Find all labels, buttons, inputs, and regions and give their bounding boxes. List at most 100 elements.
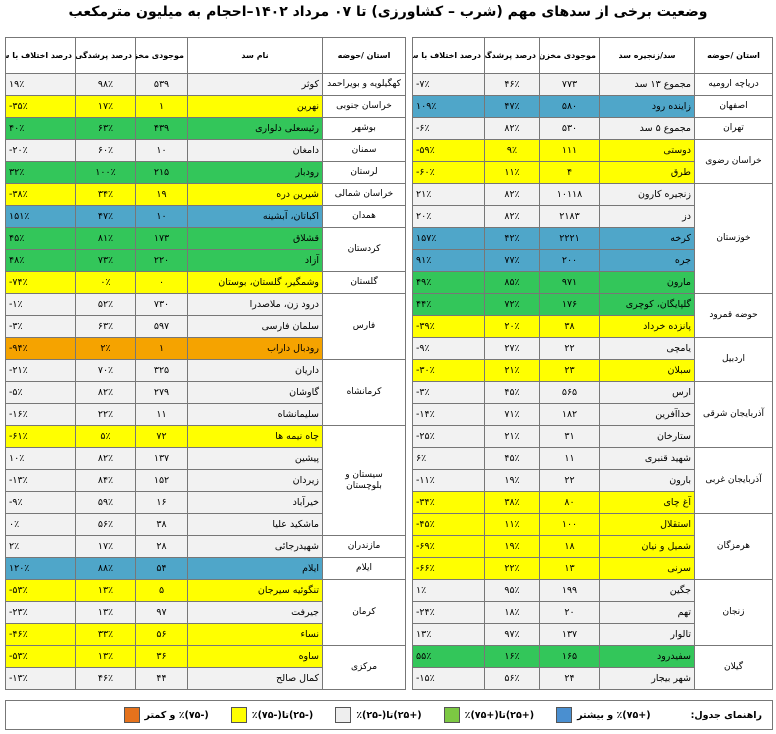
fill-percent: ۵۶٪ [75,513,136,536]
dam-name: تنگوئیه سیرجان [187,579,323,602]
dam-name: ارس [599,381,695,404]
province-cell: هرمزگان [694,513,773,580]
province-cell: ایلام [322,557,406,580]
province-cell: سمنان [322,139,406,162]
fill-percent: ۷۳٪ [75,249,136,272]
province-cell: کهگیلویه و بویراحمد [322,73,406,96]
dam-name: سلیمانشاه [187,403,323,426]
row: مارون ۹۷۱ ۸۵٪ ۴۹٪ [412,271,773,294]
storage: ۱۱ [135,403,188,426]
row: خوزستان زنجیره کارون ۱۰۱۱۸ ۸۲٪ ۲۱٪ [412,183,773,294]
province-cell: اصفهان [694,95,773,118]
row: دز ۲۱۸۳ ۸۲٪ ۲۰٪ [412,205,773,228]
row: اصفهان زاینده رود ۵۸۰ ۴۷٪ ۱۰۹٪ [412,95,773,118]
legend-swatch [443,707,460,723]
storage: ۳۸ [135,513,188,536]
diff-percent: -۶۰٪ [412,161,485,184]
diff-percent: ۲۱٪ [412,183,485,206]
storage: ۱۳۷ [539,623,600,646]
row: خراسان رضوی دوستی ۱۱۱ ۹٪ -۵۹٪ [412,139,773,184]
dam-name: ایلام [187,557,323,580]
fill-percent: ۷۱٪ [484,403,540,426]
dam-name: سبلان [599,359,695,382]
fill-percent: ۵۹٪ [75,491,136,514]
title: وضعیت برخی از سدهای مهم (شرب – کشاورزی) … [68,4,708,20]
row: پانزده خرداد ۳۸ ۲۰٪ -۳۹٪ [412,315,773,338]
storage: ۲۲۰ [135,249,188,272]
diff-percent: ۰٪ [5,513,76,536]
dam-name: پانزده خرداد [599,315,695,338]
diff-percent: ۲۰٪ [412,205,485,228]
fill-percent: ۱۹٪ [484,535,540,558]
row: گاوشان ۲۷۹ ۸۲٪ -۵٪ [5,381,406,404]
fill-percent: ۱۳٪ [75,601,136,624]
storage: ۱۶۵ [539,645,600,668]
fill-percent: ۱۳٪ [75,579,136,602]
row: کرمانشاه داریان ۳۲۵ ۷۰٪ -۲۱٪ [5,359,406,426]
fill-percent: ۴۲٪ [484,227,540,250]
dam-name: گلپایگان، کوچری [599,293,695,316]
row: کمال صالح ۴۴ ۴۶٪ -۱۳٪ [5,667,406,690]
row: تهران مجموع ۵ سد ۵۳۰ ۸۲٪ -۶٪ [412,117,773,140]
fill-percent: ۹٪ [484,139,540,162]
fill-percent: ۱۱٪ [484,161,540,184]
province-cell: تهران [694,117,773,140]
legend-item: (+۷۵)٪ و بیشتر [556,707,651,723]
storage: ۸۰ [539,491,600,514]
legend-swatch [335,707,352,723]
dam-name: تهم [599,601,695,624]
row: بوشهر رئیسعلی دلواری ۴۳۹ ۶۳٪ ۴۰٪ [5,117,406,140]
diff-percent: -۲۵٪ [412,425,485,448]
storage: ۵۶۵ [539,381,600,404]
legend-swatch [230,707,247,723]
fill-percent: ۲۷٪ [484,337,540,360]
dam-name: کرخه [599,227,695,250]
diff-percent: -۲۴٪ [412,601,485,624]
dam-name: ماشکید علیا [187,513,323,536]
legend-label: (+۲۵)تا(-۲۵)٪ [356,709,422,721]
province-cell: دریاچه ارومیه [694,73,773,96]
row: آذربایجان شرقی ارس ۵۶۵ ۴۵٪ -۳٪ [412,381,773,448]
diff-percent: -۳۵٪ [5,95,76,118]
header-cell: سد/زنجیره سد [599,37,695,74]
storage: ۱۷۳ [135,227,188,250]
storage: ۳۲۵ [135,359,188,382]
row: همدان اکباتان، آبشینه ۱۰ ۴۷٪ ۱۵۱٪ [5,205,406,228]
row: هرمزگان استقلال ۱۰۰ ۱۱٪ -۴۵٪ [412,513,773,580]
diff-percent: -۹٪ [412,337,485,360]
storage: ۱۶ [135,491,188,514]
dam-name: مجموع ۵ سد [599,117,695,140]
diff-percent: -۳۸٪ [5,183,76,206]
storage: ۳۶ [135,645,188,668]
province-cell: خراسان جنوبی [322,95,406,118]
row: کرمان تنگوئیه سیرجان ۵ ۱۳٪ -۵۳٪ [5,579,406,646]
diff-percent: -۳۰٪ [412,359,485,382]
dam-name: دوستی [599,139,695,162]
fill-percent: ۰٪ [75,271,136,294]
row: خداآفرین ۱۸۲ ۷۱٪ -۱۴٪ [412,403,773,426]
storage: ۱۰ [135,205,188,228]
fill-percent: ۸۱٪ [75,227,136,250]
diff-percent: -۹٪ [5,491,76,514]
diff-percent: ۱۹٪ [5,73,76,96]
diff-percent: ۲٪ [5,535,76,558]
row: سلیمانشاه ۱۱ ۲۲٪ -۱۶٪ [5,403,406,426]
diff-percent: -۶۱٪ [5,425,76,448]
row: تهم ۲۰ ۱۸٪ -۲۴٪ [412,601,773,624]
fill-percent: ۷۲٪ [484,293,540,316]
row: زیردان ۱۵۲ ۸۴٪ -۱۳٪ [5,469,406,492]
diff-percent: -۳٪ [5,315,76,338]
fill-percent: ۷۰٪ [75,359,136,382]
fill-percent: ۳۸٪ [484,491,540,514]
legend-label: (+۷۵)٪ و بیشتر [577,709,651,721]
row: گیلان سفیدرود ۱۶۵ ۱۶٪ ۵۵٪ [412,645,773,690]
fill-percent: ۶۰٪ [75,139,136,162]
diff-percent: -۴۵٪ [412,513,485,536]
diff-percent: ۳۲٪ [5,161,76,184]
province-cell: خوزستان [694,183,773,294]
storage: ۰ [135,271,188,294]
dam-name: دامغان [187,139,323,162]
row: کردستان قشلاق ۱۷۳ ۸۱٪ ۴۵٪ [5,227,406,272]
dam-name: جیرفت [187,601,323,624]
